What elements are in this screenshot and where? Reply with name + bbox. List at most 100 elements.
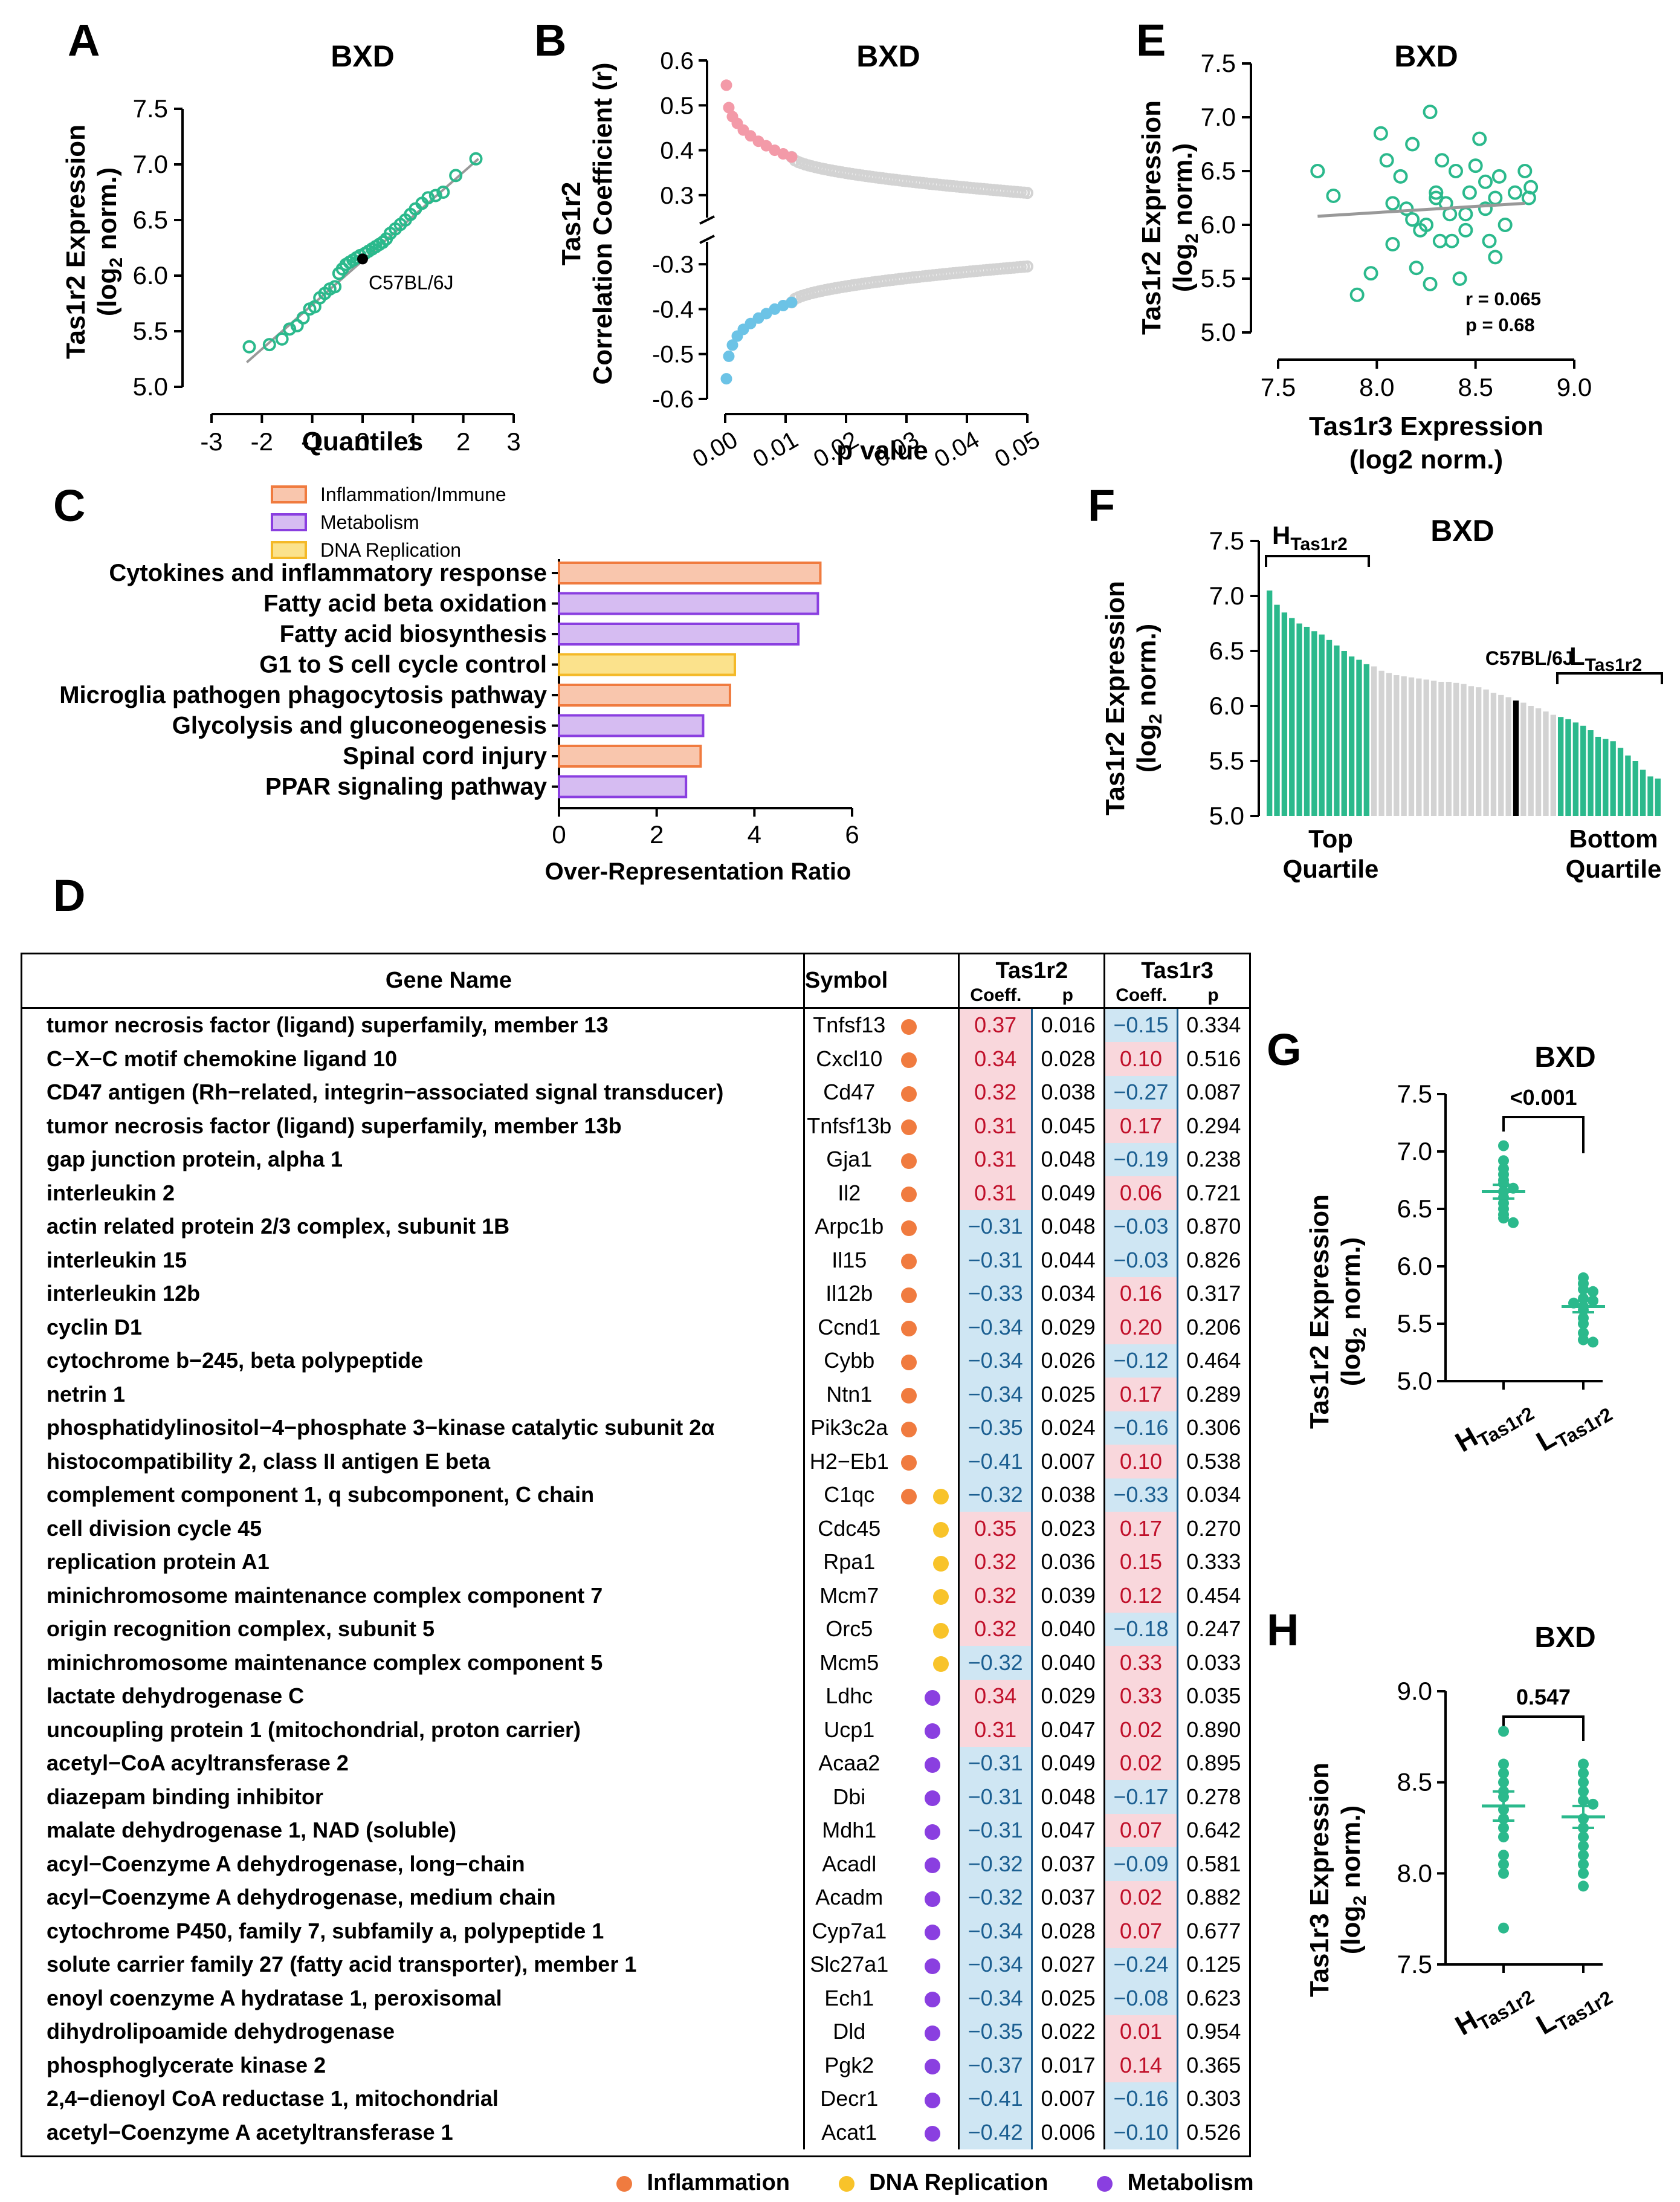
chart-b-ylabel-line2: Correlation Coefficient (r) xyxy=(588,63,618,385)
chart-f-bar xyxy=(1468,686,1475,816)
metabolism-dot xyxy=(925,1891,941,1907)
tas1r2-p-cell: 0.006 xyxy=(1032,2116,1106,2149)
chart-b-xtick-label: 0.01 xyxy=(749,426,803,473)
chart-f-bar xyxy=(1505,697,1511,816)
chart-a-xtick-label: 1 xyxy=(406,427,420,456)
chart-f-ylabel-line2: (log2 norm.) xyxy=(1132,624,1166,772)
chart-h-group-label: LTas1r2 xyxy=(1531,1974,1616,2044)
tas1r3-coeff-cell: 0.17 xyxy=(1103,1378,1178,1411)
chart-g-ylabel-line1: Tas1r2 Expression xyxy=(1305,1194,1334,1429)
table-header-tas1r2: Tas1r2 xyxy=(958,954,1106,985)
category-dot-cell-2 xyxy=(923,1948,960,1981)
chart-f-bar xyxy=(1535,708,1542,816)
chart-a-highlight-point xyxy=(357,253,368,265)
chart-e-ytick-label: 6.5 xyxy=(1201,157,1236,185)
chart-a-xtick-label: -1 xyxy=(301,427,323,456)
tas1r3-p-cell: 0.303 xyxy=(1186,2086,1241,2111)
chart-b-neg-point xyxy=(720,373,732,385)
tas1r3-p-cell: 0.333 xyxy=(1186,1549,1241,1575)
chart-b-pos-point xyxy=(760,140,772,152)
chart-g-point xyxy=(1588,1336,1598,1348)
tas1r2-coeff-cell: −0.31 xyxy=(958,1746,1033,1780)
chart-c-bar-chart: Inflammation/Immune Metabolism DNA Replica… xyxy=(59,484,859,885)
chart-h-ylabel-line1: Tas1r3 Expression xyxy=(1305,1763,1334,1997)
gene-symbol-cell: Acadm xyxy=(815,1885,884,1910)
category-dot-cell xyxy=(894,1512,924,1546)
tas1r3-p-cell: 0.538 xyxy=(1186,1448,1241,1474)
chart-e-point xyxy=(1326,188,1341,203)
chart-h-point xyxy=(1498,1776,1509,1788)
chart-f-bar xyxy=(1348,656,1355,816)
category-dot-cell xyxy=(894,1646,924,1680)
inflammation-dot xyxy=(900,1287,917,1303)
table-row: origin recognition complex, subunit 5 Orc… xyxy=(22,1612,1249,1646)
gene-symbol-cell: Ech1 xyxy=(824,1985,874,2010)
chart-e-point xyxy=(1462,185,1477,200)
tas1r3-coeff-cell: 0.06 xyxy=(1103,1176,1178,1210)
chart-c-bar xyxy=(558,653,736,676)
category-dot-cell xyxy=(894,1109,924,1143)
chart-b-xtick-label: 0.05 xyxy=(990,426,1044,473)
tas1r2-coeff-cell: −0.31 xyxy=(958,1780,1033,1814)
chart-f-bar xyxy=(1319,634,1325,816)
tas1r2-coeff-cell: −0.34 xyxy=(958,1344,1033,1378)
chart-a-point xyxy=(283,322,297,336)
table-row: gap junction protein, alpha 1 Gja1 0.31 0.0… xyxy=(22,1142,1249,1176)
gene-symbol-cell: Mcm5 xyxy=(819,1650,879,1675)
panel-letter-h: H xyxy=(1267,1605,1299,1655)
chart-b-ytick-label: -0.5 xyxy=(652,342,694,368)
tas1r3-p-cell: 0.464 xyxy=(1186,1348,1241,1373)
tas1r3-coeff-cell: 0.20 xyxy=(1103,1310,1178,1344)
chart-f-bar xyxy=(1490,693,1497,816)
tas1r3-p-cell: 0.306 xyxy=(1186,1415,1241,1440)
tas1r2-p-cell: 0.049 xyxy=(1032,1746,1106,1780)
category-dot-cell xyxy=(894,1948,924,1982)
tas1r3-p-cell: 0.890 xyxy=(1186,1717,1241,1742)
tas1r3-p-cell: 0.247 xyxy=(1186,1616,1241,1642)
chart-e-point xyxy=(1472,131,1487,146)
chart-f-bar xyxy=(1304,626,1310,816)
tas1r2-p-cell: 0.007 xyxy=(1032,1445,1106,1478)
category-dot-cell xyxy=(894,1344,924,1378)
category-dot-cell-2 xyxy=(923,2015,960,2048)
chart-h-point xyxy=(1498,1922,1509,1934)
tas1r3-p-cell: 0.334 xyxy=(1186,1012,1241,1038)
chart-b-neg-point xyxy=(723,350,735,362)
metabolism-dot xyxy=(925,1757,941,1773)
gene-name-cell: cytochrome P450, family 7, subfamily a, … xyxy=(22,1914,805,1948)
chart-b-ytick-label: 0.5 xyxy=(660,92,694,119)
chart-e-xlabel-line1: Tas1r3 Expression xyxy=(1309,412,1543,441)
chart-c-category-label: G1 to S cell cycle control xyxy=(259,652,547,678)
chart-e-point xyxy=(1444,233,1459,248)
table-header-symbol: Symbol xyxy=(804,954,960,1009)
chart-g-point xyxy=(1498,1155,1509,1167)
category-dot-cell xyxy=(894,1176,924,1210)
chart-c-category-label: Glycolysis and gluconeogenesis xyxy=(172,713,547,739)
category-dot-cell-2 xyxy=(923,1008,960,1042)
chart-f-ytick-label: 5.0 xyxy=(1209,801,1244,830)
metabolism-dot xyxy=(925,1925,941,1941)
chart-h-point xyxy=(1578,1841,1589,1852)
category-dot-cell-2 xyxy=(923,1478,960,1512)
table-row: cytochrome P450, family 7, subfamily a, … xyxy=(22,1914,1249,1948)
chart-b-neg-point xyxy=(737,323,749,335)
tas1r2-p-cell: 0.038 xyxy=(1032,1075,1106,1109)
tas1r2-p-cell: 0.025 xyxy=(1032,1378,1106,1411)
tas1r3-coeff-cell: −0.08 xyxy=(1103,1981,1178,2015)
chart-c-legend-swatch xyxy=(271,541,307,559)
chart-f-bar xyxy=(1289,618,1295,816)
chart-f-bar xyxy=(1401,676,1407,816)
tas1r3-coeff-cell: 0.10 xyxy=(1103,1445,1178,1478)
chart-a-xtick-label: -2 xyxy=(251,427,273,456)
tas1r3-p-cell: 0.125 xyxy=(1186,1952,1241,1977)
tas1r2-p-cell: 0.028 xyxy=(1032,1914,1106,1948)
chart-h-point xyxy=(1498,1822,1509,1833)
table-row: cell division cycle 45 Cdc45 0.35 0.023 0.17… xyxy=(22,1512,1249,1546)
table-row: lactate dehydrogenase C Ldhc 0.34 0.029 0.33… xyxy=(22,1679,1249,1713)
gene-name-cell: origin recognition complex, subunit 5 xyxy=(22,1612,805,1646)
chart-f-bar xyxy=(1446,681,1452,816)
tas1r2-coeff-cell: −0.35 xyxy=(958,2015,1033,2048)
gene-name-cell: dihydrolipoamide dehydrogenase xyxy=(22,2015,805,2048)
chart-g-point xyxy=(1498,1140,1509,1151)
